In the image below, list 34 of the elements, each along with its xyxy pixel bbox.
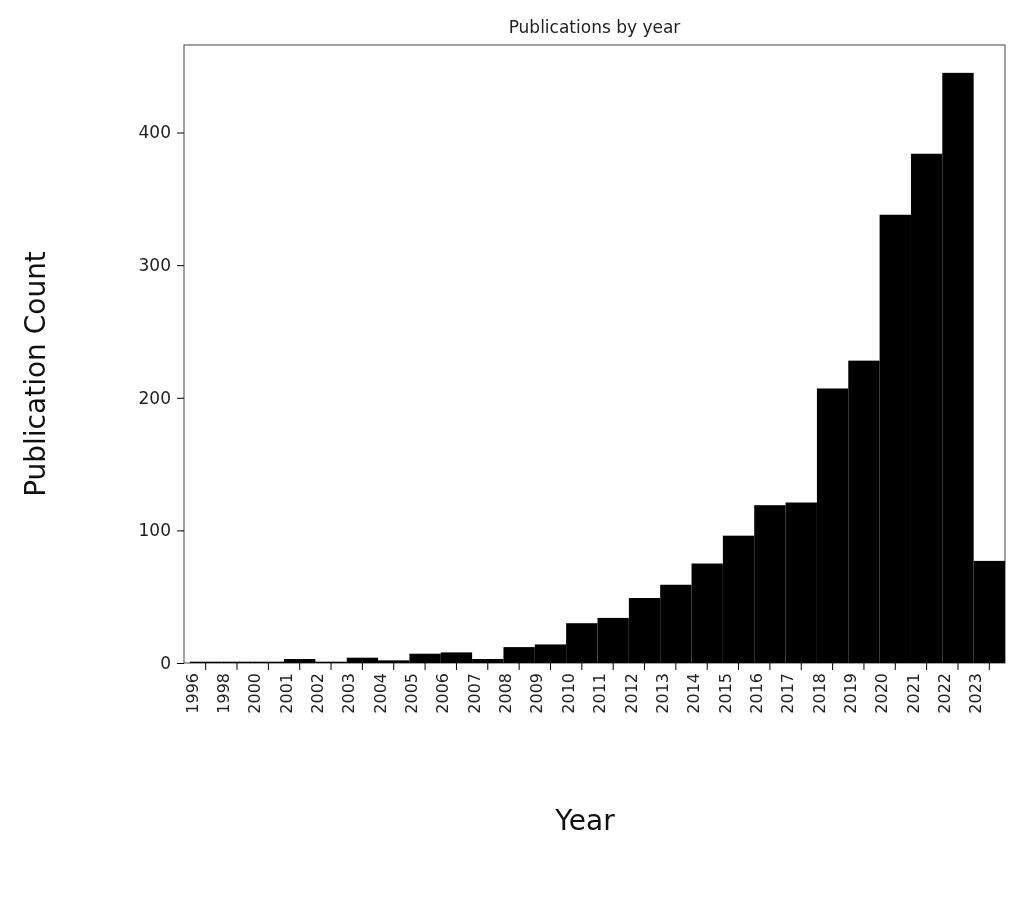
x-tick-label: 2010 (558, 673, 578, 714)
x-tick-label: 2022 (934, 673, 954, 714)
x-tick-label: 2020 (872, 673, 892, 714)
x-tick-label: 2003 (339, 673, 359, 714)
x-tick-label: 2002 (308, 673, 328, 714)
x-tick-label: 2004 (370, 673, 390, 714)
x-tick-label: 2018 (809, 673, 829, 714)
x-tick-label: 1998 (214, 673, 234, 714)
x-tick-label: 2014 (684, 673, 704, 714)
x-axis-title: Year (554, 804, 616, 837)
y-axis-title: Publication Count (19, 251, 52, 497)
x-tick-label: 2005 (402, 673, 422, 714)
x-tick-label: 2012 (621, 673, 641, 714)
x-tick-label: 2006 (433, 673, 453, 714)
y-tick-label: 200 (138, 387, 171, 408)
y-tick-label: 300 (138, 255, 171, 276)
x-tick-label: 2023 (966, 673, 986, 714)
y-tick-label: 400 (138, 122, 171, 143)
x-tick-label: 2000 (245, 673, 265, 714)
x-tick-label: 2007 (464, 673, 484, 714)
x-tick-label: 2015 (715, 673, 735, 714)
x-tick-label: 2011 (590, 673, 610, 714)
x-tick-label: 2019 (840, 673, 860, 714)
x-tick-label: 2017 (778, 673, 798, 714)
x-tick-label: 2009 (527, 673, 547, 714)
x-tick-label: 2016 (746, 673, 766, 714)
x-tick-label: 2008 (496, 673, 516, 714)
x-tick-label: 2001 (276, 673, 296, 714)
chart-title: Publications by year (508, 17, 681, 37)
x-tick-label: 1996 (182, 673, 202, 714)
y-tick-label: 0 (160, 652, 171, 673)
y-tick-label: 100 (138, 520, 171, 541)
x-tick-label: 2013 (652, 673, 672, 714)
x-tick-label: 2021 (903, 673, 923, 714)
